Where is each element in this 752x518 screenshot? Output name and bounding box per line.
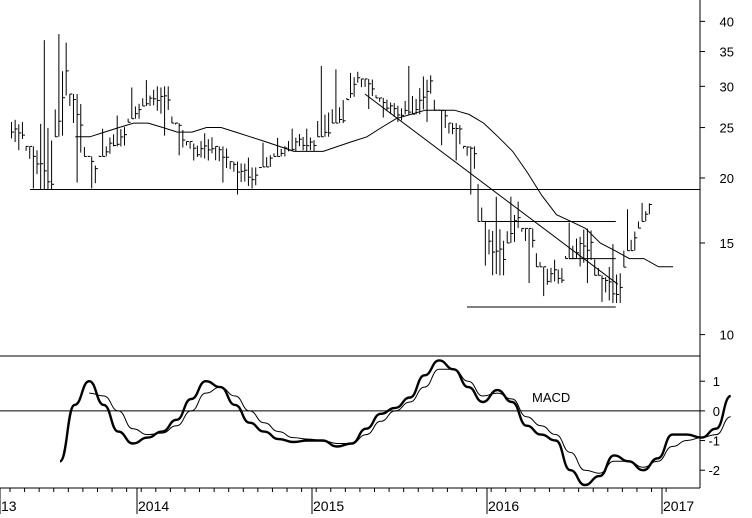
price-y-tick-label: 40 [720, 14, 734, 29]
macd-y-tick-label: 1 [713, 374, 720, 389]
macd-panel [58, 359, 732, 487]
macd-signal-line [89, 368, 731, 474]
price-bars [11, 34, 652, 304]
x-tick-label: 2014 [138, 498, 169, 514]
sloped-trendline [364, 93, 619, 285]
x-axis-labels: 13 2014 2015 2016 2017 [0, 488, 694, 514]
macd-y-tick-label: 0 [713, 404, 720, 419]
y-axis-labels: 10 15 20 25 30 35 40 -2 -1 0 1 [700, 14, 734, 478]
x-tick-label: 13 [1, 498, 17, 514]
x-tick-label: 2015 [313, 498, 344, 514]
price-y-tick-label: 35 [720, 45, 734, 60]
moving-average-line [75, 109, 674, 268]
macd-y-tick-label: -2 [708, 463, 720, 478]
price-overlays [30, 93, 700, 308]
x-tick-label: 2017 [663, 498, 694, 514]
price-y-tick-label: 10 [720, 328, 734, 343]
macd-y-tick-label: -1 [708, 434, 720, 449]
macd-line [58, 359, 732, 487]
price-y-tick-label: 20 [720, 171, 734, 186]
price-y-tick-label: 30 [720, 79, 734, 94]
macd-label: MACD [532, 390, 570, 405]
price-y-tick-label: 15 [720, 236, 734, 251]
x-tick-label: 2016 [488, 498, 519, 514]
price-y-tick-label: 25 [720, 121, 734, 136]
